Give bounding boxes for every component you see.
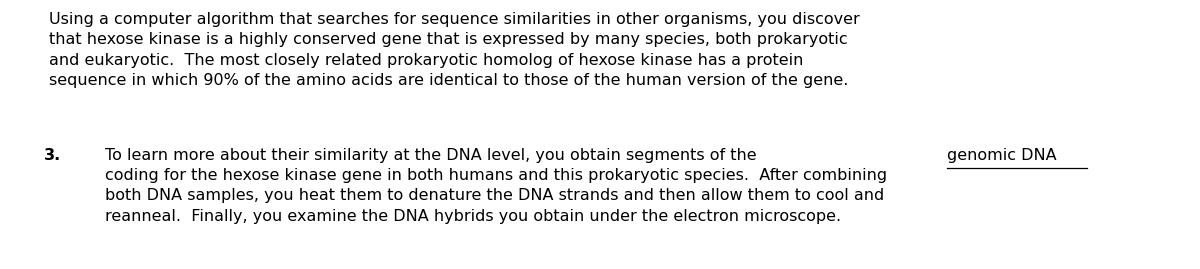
Text: Using a computer algorithm that searches for sequence similarities in other orga: Using a computer algorithm that searches… <box>49 12 860 88</box>
Text: coding for the hexose kinase gene in both humans and this prokaryotic species.  : coding for the hexose kinase gene in bot… <box>106 147 888 224</box>
Text: 3.: 3. <box>43 147 61 162</box>
Text: To learn more about their similarity at the DNA level, you obtain segments of th: To learn more about their similarity at … <box>106 147 762 162</box>
Text: genomic DNA: genomic DNA <box>947 147 1057 162</box>
